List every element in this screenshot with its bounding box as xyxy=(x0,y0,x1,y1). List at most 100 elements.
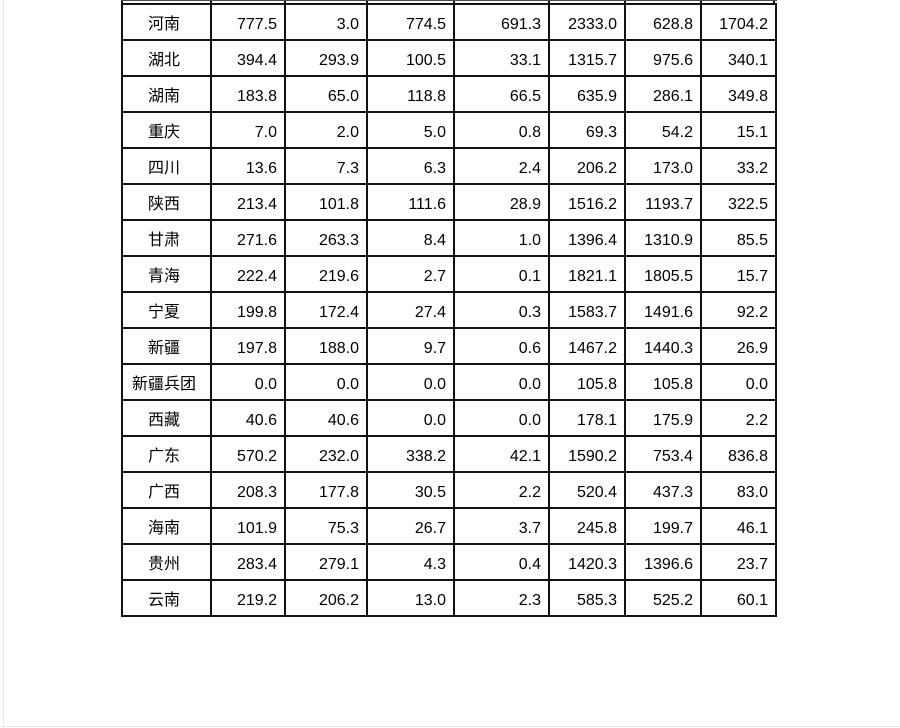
value-cell: 753.4 xyxy=(624,435,702,473)
value-cell: 13.6 xyxy=(210,147,286,185)
value-cell: 105.8 xyxy=(624,363,702,401)
value-cell: 173.0 xyxy=(624,147,702,185)
value-cell: 1420.3 xyxy=(548,543,626,581)
value-cell: 199.7 xyxy=(624,507,702,545)
value-cell: 33.2 xyxy=(700,147,777,185)
table-row: 青海 222.4 219.6 2.7 0.1 1821.1 1805.5 15.7 xyxy=(121,255,777,293)
table-row: 广西 208.3 177.8 30.5 2.2 520.4 437.3 83.0 xyxy=(121,471,777,509)
value-cell: 40.6 xyxy=(210,399,286,437)
value-cell: 0.8 xyxy=(453,111,550,149)
value-cell: 1396.6 xyxy=(624,543,702,581)
value-cell: 206.2 xyxy=(284,579,368,617)
value-cell: 2.2 xyxy=(453,471,550,509)
value-cell: 279.1 xyxy=(284,543,368,581)
table-row: 新疆兵团 0.0 0.0 0.0 0.0 105.8 105.8 0.0 xyxy=(121,363,777,401)
province-cell: 重庆 xyxy=(121,111,212,149)
table-row: 四川 13.6 7.3 6.3 2.4 206.2 173.0 33.2 xyxy=(121,147,777,185)
province-cell: 云南 xyxy=(121,579,212,617)
value-cell: 283.4 xyxy=(210,543,286,581)
province-cell: 西藏 xyxy=(121,399,212,437)
value-cell: 15.7 xyxy=(700,255,777,293)
value-cell: 293.9 xyxy=(284,39,368,77)
value-cell: 2.3 xyxy=(453,579,550,617)
value-cell: 2.2 xyxy=(700,399,777,437)
value-cell: 6.3 xyxy=(366,147,455,185)
province-cell: 广东 xyxy=(121,435,212,473)
value-cell: 9.7 xyxy=(366,327,455,365)
value-cell: 42.1 xyxy=(453,435,550,473)
value-cell: 1310.9 xyxy=(624,219,702,257)
value-cell: 349.8 xyxy=(700,75,777,113)
table-row: 湖南 183.8 65.0 118.8 66.5 635.9 286.1 349.8 xyxy=(121,75,777,113)
grid-line-stub xyxy=(366,1,368,4)
value-cell: 1821.1 xyxy=(548,255,626,293)
table-row: 云南 219.2 206.2 13.0 2.3 585.3 525.2 60.1 xyxy=(121,579,777,617)
value-cell: 183.8 xyxy=(210,75,286,113)
value-cell: 40.6 xyxy=(284,399,368,437)
table-row: 海南 101.9 75.3 26.7 3.7 245.8 199.7 46.1 xyxy=(121,507,777,545)
table-row: 新疆 197.8 188.0 9.7 0.6 1467.2 1440.3 26.9 xyxy=(121,327,777,365)
value-cell: 2.4 xyxy=(453,147,550,185)
value-cell: 585.3 xyxy=(548,579,626,617)
value-cell: 635.9 xyxy=(548,75,626,113)
value-cell: 13.0 xyxy=(366,579,455,617)
grid-line-stub xyxy=(624,1,626,4)
grid-line-stub xyxy=(548,1,550,4)
value-cell: 26.7 xyxy=(366,507,455,545)
value-cell: 4.3 xyxy=(366,543,455,581)
value-cell: 0.3 xyxy=(453,291,550,329)
grid-line-stub xyxy=(773,1,775,4)
value-cell: 178.1 xyxy=(548,399,626,437)
value-cell: 628.8 xyxy=(624,3,702,41)
value-cell: 245.8 xyxy=(548,507,626,545)
value-cell: 0.0 xyxy=(366,399,455,437)
value-cell: 105.8 xyxy=(548,363,626,401)
value-cell: 23.7 xyxy=(700,543,777,581)
value-cell: 437.3 xyxy=(624,471,702,509)
value-cell: 33.1 xyxy=(453,39,550,77)
value-cell: 340.1 xyxy=(700,39,777,77)
value-cell: 0.1 xyxy=(453,255,550,293)
value-cell: 1467.2 xyxy=(548,327,626,365)
table-row: 宁夏 199.8 172.4 27.4 0.3 1583.7 1491.6 92.2 xyxy=(121,291,777,329)
province-cell: 四川 xyxy=(121,147,212,185)
partial-row-above xyxy=(121,0,777,4)
value-cell: 691.3 xyxy=(453,3,550,41)
value-cell: 2.0 xyxy=(284,111,368,149)
value-cell: 520.4 xyxy=(548,471,626,509)
value-cell: 774.5 xyxy=(366,3,455,41)
value-cell: 1516.2 xyxy=(548,183,626,221)
grid-line-stub xyxy=(284,1,286,4)
value-cell: 65.0 xyxy=(284,75,368,113)
value-cell: 118.8 xyxy=(366,75,455,113)
table-row: 甘肃 271.6 263.3 8.4 1.0 1396.4 1310.9 85.5 xyxy=(121,219,777,257)
value-cell: 206.2 xyxy=(548,147,626,185)
province-cell: 广西 xyxy=(121,471,212,509)
value-cell: 1.0 xyxy=(453,219,550,257)
value-cell: 525.2 xyxy=(624,579,702,617)
value-cell: 30.5 xyxy=(366,471,455,509)
value-cell: 0.0 xyxy=(453,363,550,401)
province-data-table: 河南 777.5 3.0 774.5 691.3 2333.0 628.8 1704.2 湖北 3… xyxy=(121,3,777,617)
province-cell: 新疆 xyxy=(121,327,212,365)
value-cell: 101.8 xyxy=(284,183,368,221)
value-cell: 69.3 xyxy=(548,111,626,149)
value-cell: 177.8 xyxy=(284,471,368,509)
value-cell: 27.4 xyxy=(366,291,455,329)
value-cell: 836.8 xyxy=(700,435,777,473)
value-cell: 197.8 xyxy=(210,327,286,365)
value-cell: 111.6 xyxy=(366,183,455,221)
province-cell: 青海 xyxy=(121,255,212,293)
value-cell: 0.0 xyxy=(453,399,550,437)
page-bottom-edge xyxy=(0,726,900,727)
value-cell: 172.4 xyxy=(284,291,368,329)
value-cell: 338.2 xyxy=(366,435,455,473)
table-row: 贵州 283.4 279.1 4.3 0.4 1420.3 1396.6 23.7 xyxy=(121,543,777,581)
value-cell: 46.1 xyxy=(700,507,777,545)
value-cell: 8.4 xyxy=(366,219,455,257)
province-cell: 海南 xyxy=(121,507,212,545)
table-row: 陕西 213.4 101.8 111.6 28.9 1516.2 1193.7 322.5 xyxy=(121,183,777,221)
value-cell: 2.7 xyxy=(366,255,455,293)
grid-line-stub xyxy=(453,1,455,4)
